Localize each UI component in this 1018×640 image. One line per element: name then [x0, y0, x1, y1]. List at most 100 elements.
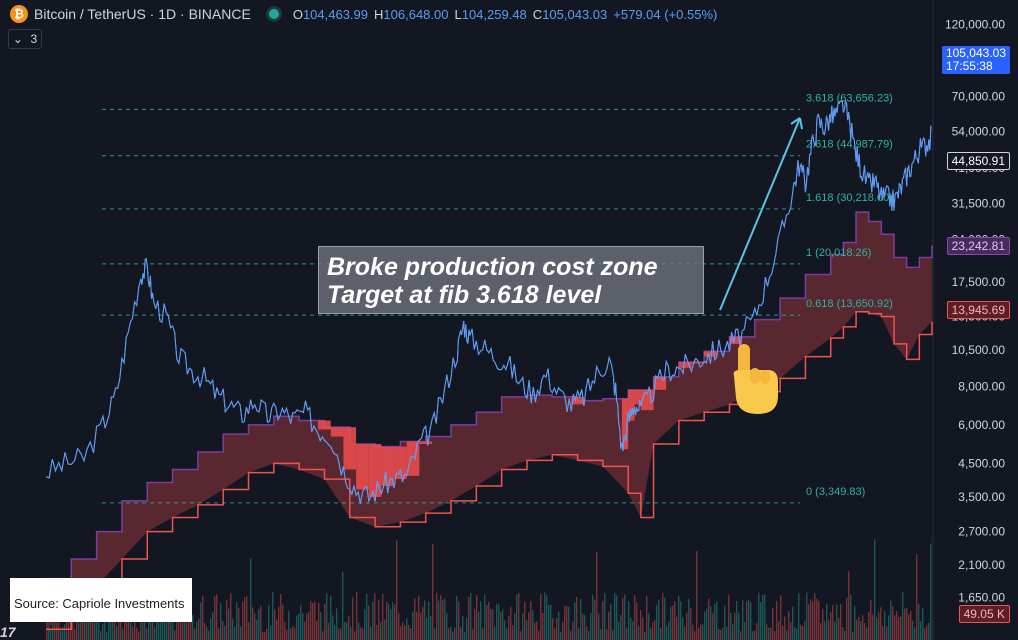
volume-bar: [322, 631, 324, 640]
volume-bar: [304, 621, 306, 640]
volume-bar: [196, 621, 198, 640]
volume-bar: [886, 626, 888, 640]
volume-bar: [132, 626, 134, 640]
y-tick-label: 120,000.00: [945, 18, 1005, 32]
volume-bar: [648, 613, 650, 640]
last-price-label: 105,043.03 17:55:38: [941, 46, 1010, 74]
volume-bar: [416, 611, 418, 640]
y-tick-label: 1,650.00: [958, 590, 1005, 604]
volume-bar: [560, 631, 562, 640]
volume-bar: [614, 592, 616, 640]
y-tick-label: 3,500.00: [958, 490, 1005, 504]
volume-bar: [112, 613, 114, 640]
price-series-line: [45, 98, 932, 504]
volume-bar: [234, 627, 236, 640]
below-cost-zone: [678, 362, 692, 368]
bar-countdown: 17:55:38: [945, 59, 993, 73]
volume-bar: [844, 630, 846, 640]
volume-bar: [640, 610, 642, 640]
volume-bar: [686, 612, 688, 640]
y-tick-label: 2,100.00: [958, 558, 1005, 572]
annotation-line-2: Target at fib 3.618 level: [327, 281, 602, 309]
volume-bar: [642, 617, 644, 640]
volume-bar: [746, 600, 748, 640]
volume-bar: [762, 594, 764, 640]
volume-bar: [184, 616, 186, 640]
volume-bar: [912, 620, 914, 640]
volume-bar: [122, 628, 124, 640]
volume-bar: [846, 597, 848, 640]
volume-bar: [570, 630, 572, 640]
volume-bar: [520, 631, 522, 640]
annotation-box[interactable]: Broke production cost zone Target at fib…: [318, 246, 704, 314]
indicators-toggle-button[interactable]: ⌄ 3: [8, 29, 42, 49]
volume-bar: [490, 608, 492, 640]
below-cost-zone: [343, 427, 357, 470]
volume-bar: [730, 612, 732, 640]
volume-bar: [224, 625, 226, 640]
volume-bar: [500, 611, 502, 640]
volume-bar: [428, 601, 430, 640]
y-tick-label: 6,000.00: [958, 418, 1005, 432]
volume-bar: [52, 615, 54, 640]
volume-bar: [860, 621, 862, 640]
volume-bar: [156, 612, 158, 640]
volume-bar: [352, 597, 354, 640]
volume-bar: [510, 607, 512, 640]
volume-bar: [822, 608, 824, 640]
volume-bar: [154, 627, 156, 640]
volume-bar: [396, 540, 398, 640]
volume-bar: [776, 601, 778, 640]
volume-bar: [84, 615, 86, 640]
volume-bar: [808, 604, 810, 640]
volume-bar: [458, 601, 460, 640]
volume-bar: [576, 596, 578, 640]
volume-bar: [718, 628, 720, 640]
below-cost-zone: [628, 389, 635, 421]
volume-bar: [392, 601, 394, 640]
volume-bar: [542, 612, 544, 640]
volume-bar: [370, 626, 372, 640]
volume-bar: [180, 610, 182, 640]
volume-bar: [572, 621, 574, 640]
volume-bar: [802, 626, 804, 640]
below-cost-zone: [330, 427, 344, 437]
volume-bar: [540, 593, 542, 640]
volume-bar: [384, 619, 386, 640]
volume-bar: [408, 624, 410, 640]
symbol-title[interactable]: Bitcoin / TetherUS · 1D · BINANCE: [34, 6, 251, 22]
volume-bar: [652, 622, 654, 640]
volume-bar: [394, 604, 396, 640]
volume-bar: [256, 619, 258, 640]
volume-bar: [466, 617, 468, 640]
volume-bar: [824, 621, 826, 640]
volume-bar: [468, 597, 470, 640]
volume-bar: [690, 608, 692, 640]
volume-bar: [348, 616, 350, 640]
ma-price-label: 44,850.91: [946, 152, 1010, 170]
volume-bar: [524, 601, 526, 640]
volume-bar: [214, 596, 216, 640]
volume-bar: [506, 628, 508, 640]
annotation-line-1: Broke production cost zone: [327, 253, 658, 281]
volume-bar: [748, 599, 750, 640]
volume-bar: [296, 615, 298, 640]
volume-bar: [720, 629, 722, 640]
indicator-count: 3: [30, 32, 38, 46]
volume-bar: [816, 598, 818, 640]
volume-bar: [442, 600, 444, 640]
volume-bar: [504, 620, 506, 640]
volume-bar: [264, 631, 266, 640]
volume-bar: [908, 614, 910, 640]
volume-bar: [276, 619, 278, 640]
volume-bar: [582, 613, 584, 640]
volume-bar: [646, 595, 648, 640]
volume-bar: [448, 628, 450, 640]
bitcoin-icon: ₿: [10, 5, 28, 23]
volume-bar: [192, 615, 194, 640]
volume-bar: [450, 626, 452, 640]
volume-bar: [636, 602, 638, 640]
volume-bar: [870, 599, 872, 640]
volume-bar: [656, 604, 658, 640]
